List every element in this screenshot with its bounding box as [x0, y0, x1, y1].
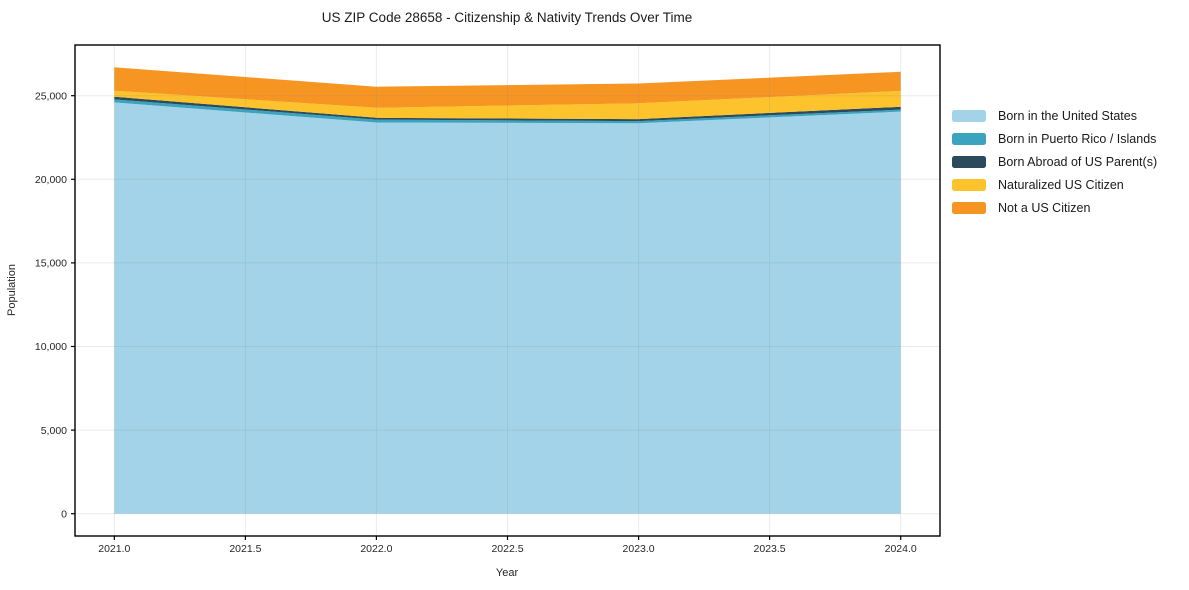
x-tick-label: 2022.5	[491, 543, 523, 555]
legend-swatch	[952, 156, 986, 168]
area-series-3	[114, 90, 901, 120]
x-tick-label: 2023.0	[623, 543, 655, 555]
y-tick-label: 10,000	[35, 341, 67, 353]
legend-item: Born in the United States	[952, 108, 1157, 124]
y-axis-label: Population	[6, 264, 18, 316]
x-tick-label: 2023.5	[754, 543, 786, 555]
legend-swatch	[952, 202, 986, 214]
legend-label: Born in the United States	[998, 109, 1137, 123]
y-tick-label: 20,000	[35, 174, 67, 186]
legend-item: Naturalized US Citizen	[952, 177, 1157, 193]
legend-label: Born Abroad of US Parent(s)	[998, 155, 1158, 169]
legend-item: Born in Puerto Rico / Islands	[952, 131, 1157, 147]
area-series-0	[114, 102, 901, 514]
legend-item: Born Abroad of US Parent(s)	[952, 154, 1157, 170]
x-tick-label: 2021.5	[229, 543, 261, 555]
x-axis-label: Year	[496, 567, 519, 579]
legend-item: Not a US Citizen	[952, 200, 1157, 216]
chart-layers: 2021.0 2021.5 2022.0 2022.5 2023.0 2023.5 2024…	[35, 44, 941, 555]
area-series-1	[114, 99, 901, 124]
chart-title: US ZIP Code 28658 - Citizenship & Nativi…	[322, 10, 692, 25]
y-tick-label: 0	[61, 508, 67, 520]
y-tick-label: 5,000	[41, 425, 67, 437]
y-tick-label: 15,000	[35, 258, 67, 270]
legend-label: Not a US Citizen	[998, 201, 1091, 215]
legend-swatch	[952, 110, 986, 122]
legend-label: Naturalized US Citizen	[998, 178, 1124, 192]
x-tick-label: 2024.0	[885, 543, 917, 555]
legend: Born in the United States Born in Puerto …	[952, 108, 1157, 216]
y-tick-label: 25,000	[35, 90, 67, 102]
x-tick-label: 2022.0	[360, 543, 392, 555]
x-tick-label: 2021.0	[98, 543, 130, 555]
legend-swatch	[952, 179, 986, 191]
area-series-4	[114, 67, 901, 108]
legend-swatch	[952, 133, 986, 145]
legend-label: Born in Puerto Rico / Islands	[998, 132, 1157, 146]
